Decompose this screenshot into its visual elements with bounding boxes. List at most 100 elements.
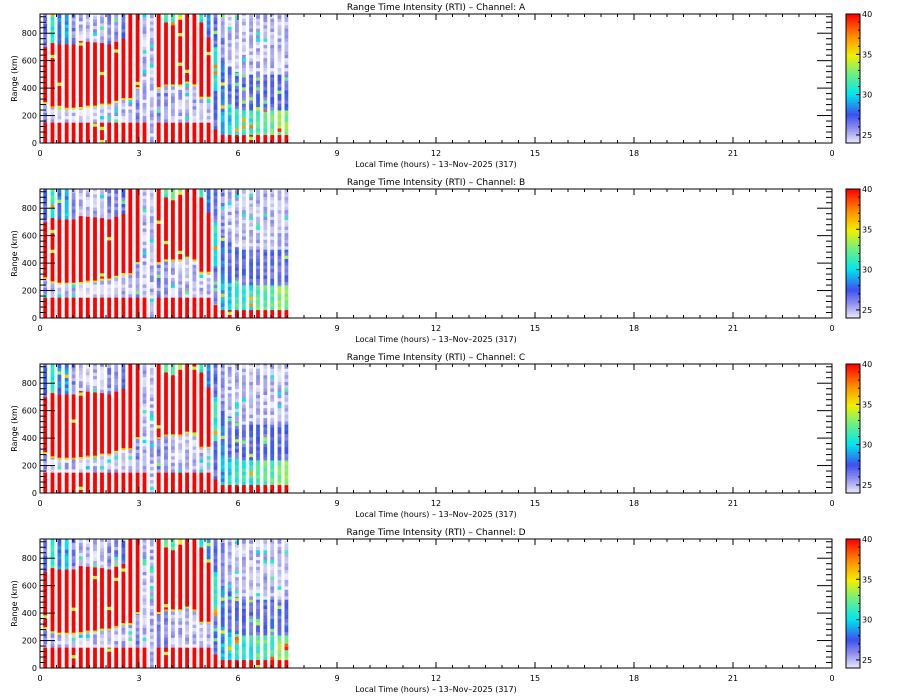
- data-cell: [156, 314, 161, 319]
- data-cell: [213, 51, 218, 55]
- data-cell: [242, 314, 246, 319]
- data-cell: [263, 414, 268, 419]
- data-cell: [235, 368, 239, 373]
- data-cell: [249, 375, 253, 379]
- data-cell: [100, 473, 104, 477]
- data-cell: [185, 69, 189, 73]
- data-cell: [50, 48, 55, 52]
- data-cell: [100, 39, 104, 44]
- data-cell: [185, 241, 189, 245]
- data-cell: [85, 86, 90, 91]
- data-cell: [199, 81, 204, 85]
- data-cell: [93, 489, 97, 494]
- data-column: [263, 364, 268, 494]
- data-cell: [199, 15, 204, 20]
- data-cell: [142, 274, 147, 278]
- data-cell: [128, 122, 133, 124]
- data-cell: [199, 68, 204, 72]
- data-cell: [114, 294, 119, 298]
- data-cell: [149, 407, 154, 411]
- data-cell: [114, 38, 119, 42]
- data-cell: [213, 40, 218, 44]
- data-cell: [199, 210, 204, 214]
- data-cell: [185, 308, 189, 312]
- data-cell: [64, 406, 69, 410]
- data-cell: [85, 311, 90, 315]
- data-cell: [142, 393, 147, 397]
- data-cell: [256, 465, 260, 469]
- data-cell: [107, 192, 112, 197]
- data-cell: [149, 314, 154, 319]
- colorbar-swatch: [846, 98, 860, 102]
- data-cell: [149, 281, 154, 286]
- data-cell: [149, 437, 154, 441]
- data-cell-edge: [78, 282, 83, 284]
- data-cell: [235, 217, 239, 221]
- data-cell: [206, 129, 211, 134]
- data-cell: [121, 46, 126, 50]
- data-cell: [199, 71, 204, 75]
- data-cell: [85, 473, 90, 477]
- data-cell: [114, 91, 119, 96]
- data-cell: [93, 379, 97, 383]
- data-cell: [57, 189, 62, 194]
- data-cell: [114, 445, 119, 449]
- data-cell: [93, 100, 97, 104]
- data-cell: [249, 275, 253, 279]
- data-cell: [220, 17, 225, 22]
- data-cell: [128, 290, 133, 295]
- data-cell: [171, 449, 175, 453]
- data-column: [199, 189, 204, 319]
- data-cell: [85, 209, 90, 214]
- data-cell: [121, 479, 126, 484]
- data-cell: [107, 129, 112, 134]
- data-cell: [235, 484, 239, 487]
- colorbar-swatch: [846, 209, 860, 212]
- data-cell: [85, 139, 90, 144]
- data-cell: [270, 31, 275, 36]
- data-cell: [192, 369, 197, 374]
- data-cell: [171, 122, 175, 124]
- data-cell: [277, 51, 282, 55]
- data-cell: [249, 239, 253, 244]
- data-cell: [284, 258, 289, 263]
- data-cell: [107, 202, 112, 207]
- data-cell: [284, 134, 289, 137]
- data-cell: [135, 364, 140, 366]
- data-cell: [249, 189, 253, 191]
- data-cell: [227, 427, 232, 432]
- data-cell: [64, 390, 69, 395]
- data-cell: [71, 219, 76, 222]
- data-cell: [78, 233, 83, 238]
- data-column: [284, 14, 289, 144]
- data-cell: [100, 386, 104, 390]
- data-cell: [78, 438, 83, 442]
- data-column: [93, 14, 97, 144]
- data-cell: [192, 264, 197, 269]
- data-cell: [277, 100, 282, 104]
- data-column: [206, 364, 211, 494]
- colorbar-swatch: [846, 277, 860, 281]
- data-cell: [284, 61, 289, 65]
- data-cell: [100, 441, 104, 445]
- data-cell: [64, 402, 69, 407]
- data-cell: [64, 435, 69, 440]
- data-cell: [121, 294, 126, 298]
- data-cell-edge: [121, 448, 126, 451]
- data-cell: [256, 371, 260, 376]
- data-cell: [256, 293, 260, 297]
- data-cell: [227, 195, 232, 199]
- data-cell: [199, 109, 204, 113]
- data-cell: [149, 446, 154, 451]
- data-cell: [149, 215, 154, 220]
- data-cell: [93, 420, 97, 424]
- data-cell: [107, 24, 112, 28]
- data-cell: [142, 251, 147, 255]
- y-tick-label: 600: [22, 232, 37, 241]
- data-cell: [242, 424, 246, 428]
- data-cell: [277, 134, 282, 137]
- data-cell: [284, 206, 289, 211]
- data-cell: [263, 216, 268, 220]
- data-cell: [235, 401, 239, 406]
- data-cell: [213, 46, 218, 49]
